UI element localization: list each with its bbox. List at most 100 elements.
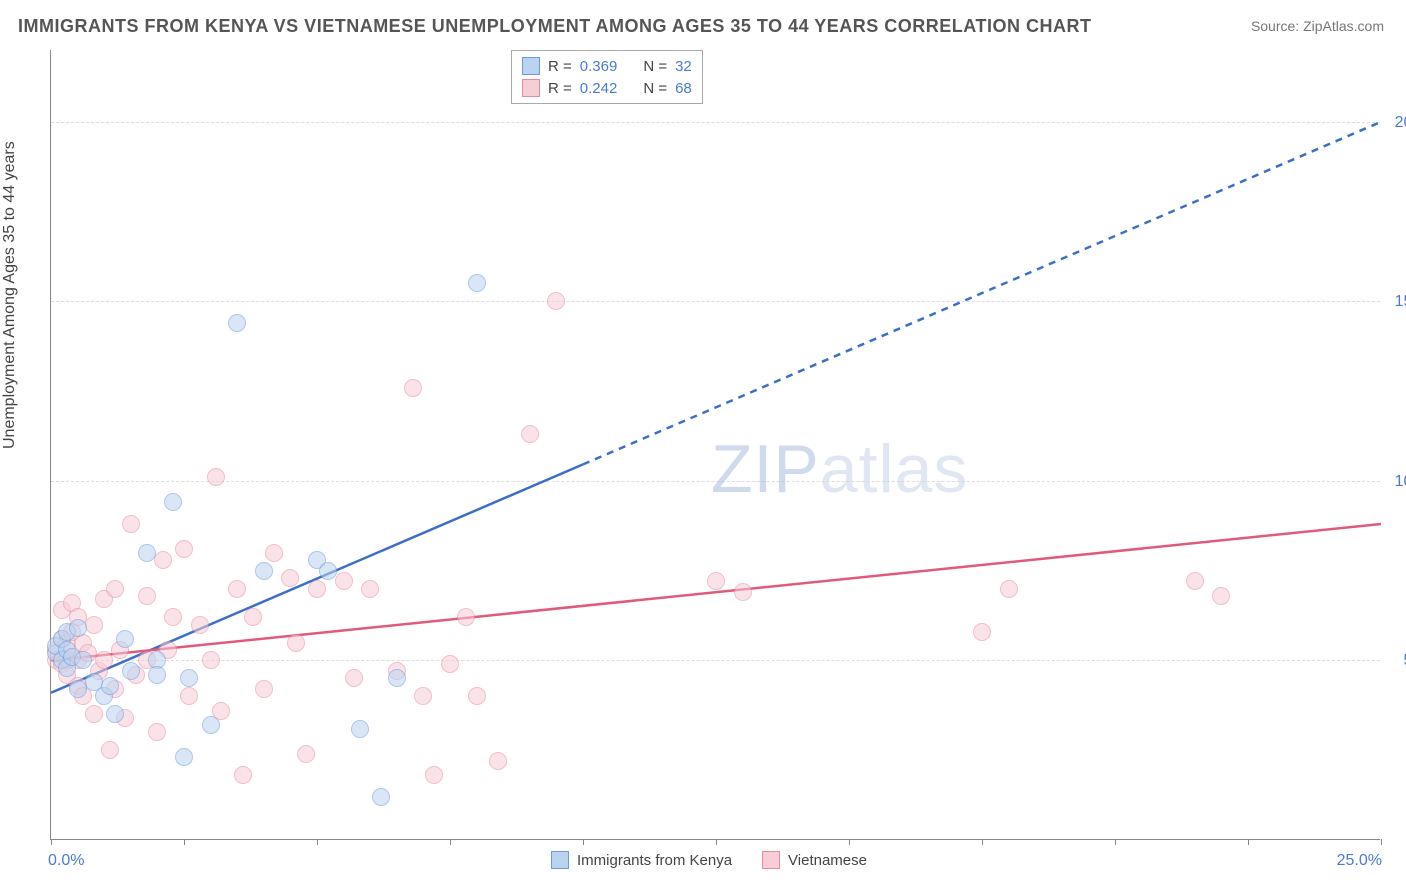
trend-line	[51, 464, 583, 692]
scatter-point-kenya	[69, 619, 87, 637]
scatter-point-vietnamese	[85, 616, 103, 634]
scatter-point-kenya	[74, 651, 92, 669]
scatter-point-vietnamese	[404, 379, 422, 397]
chart-source: Source: ZipAtlas.com	[1251, 18, 1384, 34]
x-tick	[1381, 839, 1382, 845]
y-tick-label: 15.0%	[1384, 293, 1406, 311]
scatter-point-vietnamese	[175, 540, 193, 558]
grid-line: 15.0%	[51, 301, 1380, 302]
stats-legend: R = 0.369 N = 32 R = 0.242 N = 68	[511, 50, 703, 104]
scatter-point-vietnamese	[335, 572, 353, 590]
x-axis-max-label: 25.0%	[1337, 852, 1382, 870]
scatter-point-vietnamese	[1212, 587, 1230, 605]
x-axis-min-label: 0.0%	[48, 852, 84, 870]
y-axis-label: Unemployment Among Ages 35 to 44 years	[1, 141, 19, 449]
scatter-point-vietnamese	[154, 551, 172, 569]
scatter-point-vietnamese	[281, 569, 299, 587]
scatter-point-vietnamese	[180, 687, 198, 705]
scatter-point-vietnamese	[106, 580, 124, 598]
scatter-point-kenya	[255, 562, 273, 580]
stat-r-label: R =	[548, 58, 572, 75]
x-tick	[1248, 839, 1249, 845]
scatter-point-vietnamese	[138, 587, 156, 605]
x-tick	[583, 839, 584, 845]
x-tick	[317, 839, 318, 845]
scatter-point-vietnamese	[468, 687, 486, 705]
scatter-point-vietnamese	[547, 292, 565, 310]
grid-line: 20.0%	[51, 122, 1380, 123]
y-tick-label: 20.0%	[1384, 114, 1406, 132]
scatter-point-vietnamese	[202, 651, 220, 669]
scatter-point-kenya	[175, 748, 193, 766]
scatter-point-kenya	[138, 544, 156, 562]
watermark: ZIPatlas	[711, 430, 968, 508]
scatter-point-vietnamese	[207, 468, 225, 486]
x-tick	[450, 839, 451, 845]
legend-item-kenya: Immigrants from Kenya	[551, 851, 732, 869]
scatter-point-vietnamese	[973, 623, 991, 641]
scatter-point-vietnamese	[734, 583, 752, 601]
scatter-point-vietnamese	[457, 608, 475, 626]
x-tick	[184, 839, 185, 845]
scatter-point-vietnamese	[101, 741, 119, 759]
stat-r-kenya: 0.369	[580, 58, 618, 75]
x-tick	[51, 839, 52, 845]
scatter-point-vietnamese	[265, 544, 283, 562]
x-tick	[716, 839, 717, 845]
scatter-point-kenya	[106, 705, 124, 723]
stats-row-kenya: R = 0.369 N = 32	[522, 55, 692, 77]
scatter-point-vietnamese	[122, 515, 140, 533]
grid-line: 5.0%	[51, 660, 1380, 661]
scatter-point-vietnamese	[228, 580, 246, 598]
scatter-point-vietnamese	[425, 766, 443, 784]
scatter-point-vietnamese	[345, 669, 363, 687]
scatter-point-vietnamese	[244, 608, 262, 626]
x-tick	[849, 839, 850, 845]
scatter-point-vietnamese	[297, 745, 315, 763]
scatter-point-kenya	[101, 677, 119, 695]
scatter-point-vietnamese	[255, 680, 273, 698]
series-legend: Immigrants from Kenya Vietnamese	[551, 851, 867, 869]
scatter-point-kenya	[116, 630, 134, 648]
scatter-point-vietnamese	[489, 752, 507, 770]
swatch-kenya	[551, 851, 569, 869]
scatter-point-kenya	[388, 669, 406, 687]
scatter-point-vietnamese	[234, 766, 252, 784]
scatter-point-vietnamese	[441, 655, 459, 673]
stat-r-label: R =	[548, 80, 572, 97]
scatter-point-vietnamese	[361, 580, 379, 598]
scatter-point-vietnamese	[308, 580, 326, 598]
legend-item-vietnamese: Vietnamese	[762, 851, 867, 869]
scatter-point-kenya	[228, 314, 246, 332]
scatter-point-vietnamese	[85, 705, 103, 723]
scatter-point-vietnamese	[164, 608, 182, 626]
scatter-point-vietnamese	[414, 687, 432, 705]
scatter-point-vietnamese	[287, 634, 305, 652]
scatter-point-kenya	[351, 720, 369, 738]
stat-n-vietnamese: 68	[675, 80, 692, 97]
scatter-point-vietnamese	[1000, 580, 1018, 598]
scatter-point-kenya	[372, 788, 390, 806]
trend-line	[583, 122, 1381, 465]
y-tick-label: 5.0%	[1384, 652, 1406, 670]
scatter-point-vietnamese	[707, 572, 725, 590]
scatter-point-vietnamese	[95, 651, 113, 669]
scatter-point-vietnamese	[191, 616, 209, 634]
plot-area: 5.0%10.0%15.0%20.0% ZIPatlas R = 0.369 N…	[50, 50, 1380, 840]
stats-row-vietnamese: R = 0.242 N = 68	[522, 77, 692, 99]
stat-n-label: N =	[643, 58, 667, 75]
scatter-point-kenya	[202, 716, 220, 734]
swatch-vietnamese	[522, 79, 540, 97]
swatch-kenya	[522, 57, 540, 75]
scatter-point-kenya	[164, 493, 182, 511]
scatter-point-vietnamese	[1186, 572, 1204, 590]
x-tick	[982, 839, 983, 845]
y-tick-label: 10.0%	[1384, 473, 1406, 491]
scatter-point-kenya	[180, 669, 198, 687]
scatter-point-vietnamese	[521, 425, 539, 443]
scatter-point-vietnamese	[148, 723, 166, 741]
scatter-point-kenya	[319, 562, 337, 580]
trend-line	[51, 524, 1381, 660]
stat-n-label: N =	[643, 80, 667, 97]
scatter-point-kenya	[148, 666, 166, 684]
